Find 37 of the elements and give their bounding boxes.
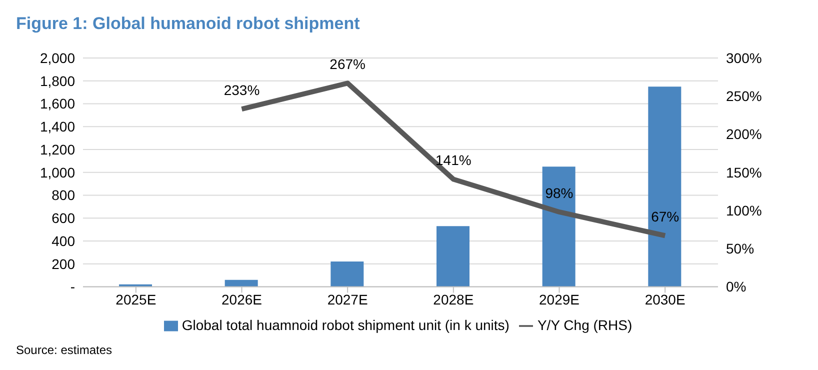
y2-tick-label: 150% bbox=[726, 164, 762, 180]
y2-tick-label: 250% bbox=[726, 88, 762, 104]
x-tick-label: 2030E bbox=[644, 292, 686, 308]
y-tick-label: 200 bbox=[52, 256, 76, 272]
bar bbox=[648, 86, 682, 287]
data-label: 267% bbox=[330, 56, 366, 72]
data-label: 67% bbox=[651, 208, 680, 225]
y-tick-label: 600 bbox=[52, 210, 76, 226]
y2-tick-label: 100% bbox=[726, 202, 762, 218]
y-tick-label: 1,400 bbox=[40, 118, 76, 135]
y-tick-label: - bbox=[70, 278, 76, 295]
y2-tick-label: 0% bbox=[726, 278, 746, 295]
y-tick-label: 1,800 bbox=[40, 72, 76, 89]
chart-title: Figure 1: Global humanoid robot shipment bbox=[16, 14, 360, 34]
y2-tick-label: 200% bbox=[726, 126, 762, 142]
legend-label: Global total huamnoid robot shipment unit (in k units) bbox=[182, 316, 510, 333]
legend-label: Y/Y Chg (RHS) bbox=[537, 316, 632, 333]
data-label: 98% bbox=[545, 184, 574, 201]
y2-tick-label: 50% bbox=[726, 240, 754, 257]
bar bbox=[542, 166, 576, 287]
source-note: Source: estimates bbox=[16, 343, 112, 357]
bar bbox=[436, 226, 470, 287]
y-tick-label: 1,000 bbox=[40, 164, 76, 180]
y2-tick-label: 300% bbox=[726, 50, 762, 66]
data-label: 233% bbox=[224, 82, 260, 98]
y-tick-label: 2,000 bbox=[40, 50, 76, 66]
data-label: 141% bbox=[436, 152, 472, 168]
y-tick-label: 1,600 bbox=[40, 96, 76, 112]
x-tick-label: 2025E bbox=[116, 292, 156, 308]
x-tick-label: 2027E bbox=[327, 292, 368, 308]
x-tick-label: 2026E bbox=[222, 292, 262, 308]
y-tick-label: 1,200 bbox=[40, 141, 76, 158]
y-tick-label: 800 bbox=[52, 187, 76, 204]
y-tick-label: 400 bbox=[52, 232, 76, 249]
bar bbox=[330, 262, 364, 287]
x-tick-label: 2029E bbox=[539, 292, 580, 308]
x-tick-label: 2028E bbox=[433, 292, 474, 308]
